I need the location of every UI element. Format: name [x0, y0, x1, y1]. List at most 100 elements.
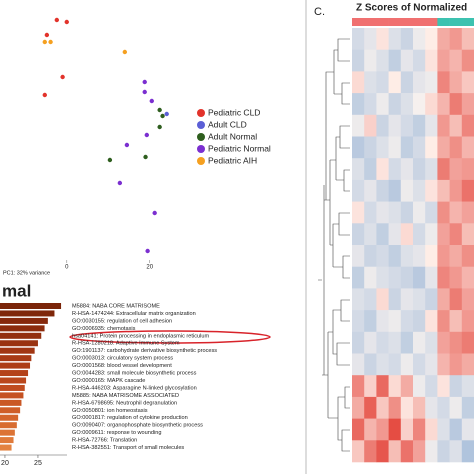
heatmap-cell — [437, 288, 450, 311]
heatmap-cell — [376, 114, 389, 137]
heatmap-cell — [413, 396, 426, 419]
heatmap-cell — [352, 136, 365, 159]
heatmap-cell — [364, 136, 377, 159]
heatmap-cell — [461, 418, 474, 441]
heatmap-cell — [400, 93, 414, 116]
bar-label: GO:0001817: regulation of cytokine produ… — [72, 415, 188, 421]
heatmap-cell — [388, 93, 402, 116]
bar-label: hsa04141: Protein processing in endoplas… — [72, 333, 209, 339]
heatmap-cell — [413, 49, 426, 72]
heatmap-cell — [364, 201, 377, 224]
bar-label: M5885: NABA MATRISOME ASSOCIATED — [72, 393, 179, 399]
heatmap-cell — [376, 418, 389, 441]
point — [157, 124, 162, 130]
heatmap-title: Z Scores of Normalized — [356, 3, 467, 14]
heatmap-cell — [449, 396, 463, 419]
heatmap-cell — [461, 266, 474, 289]
heatmap-cell — [364, 49, 377, 72]
point — [117, 180, 123, 186]
bar — [0, 392, 24, 399]
heatmap-cell — [400, 288, 414, 311]
heatmap-cell — [400, 179, 414, 202]
point — [145, 248, 150, 254]
column-group — [376, 18, 389, 26]
heatmap-cell — [461, 310, 474, 333]
heatmap-cell — [364, 353, 377, 376]
heatmap-cell — [352, 353, 365, 376]
legend-swatch — [197, 121, 205, 129]
heatmap-cell — [352, 440, 365, 463]
heatmap-cell — [400, 71, 414, 94]
heatmap-cell — [461, 331, 474, 354]
heatmap-cell — [376, 136, 389, 159]
heatmap-cell — [388, 158, 402, 181]
heatmap-cell — [461, 353, 474, 376]
bar — [0, 370, 29, 377]
heatmap-cell — [352, 331, 365, 354]
heatmap-cell — [413, 93, 426, 116]
heatmap-cell — [413, 223, 426, 246]
heatmap-cell — [449, 158, 463, 181]
heatmap-cell — [364, 440, 377, 463]
heatmap-cell — [376, 49, 389, 72]
heatmap-cell — [388, 266, 402, 289]
heatmap-cell — [352, 418, 365, 441]
heatmap-cell — [364, 245, 377, 267]
bar-label: GO:0006935: chemotaxis — [72, 326, 136, 332]
heatmap-cell — [400, 114, 414, 137]
column-group — [449, 18, 463, 26]
heatmap-cell — [364, 93, 377, 116]
bar-label: GO:0003013: circulatory system process — [72, 356, 173, 362]
heatmap-cell — [425, 440, 438, 463]
heatmap-cell — [425, 49, 438, 72]
legend-swatch — [197, 133, 205, 141]
bar-label: M5884: NABA CORE MATRISOME — [72, 303, 160, 309]
column-group — [437, 18, 450, 26]
heatmap-cell — [425, 396, 438, 419]
heatmap-cell — [449, 179, 463, 202]
bar-label: GO:0030155: regulation of cell adhesion — [72, 318, 172, 324]
point — [142, 89, 147, 95]
heatmap-cell — [425, 71, 438, 94]
column-group — [388, 18, 402, 26]
heatmap-cell — [352, 396, 365, 419]
heatmap-cell — [352, 49, 365, 72]
point — [144, 132, 150, 138]
bar — [0, 317, 48, 324]
heatmap-cell — [437, 158, 450, 181]
heatmap-cell — [352, 93, 365, 116]
heatmap-cell — [376, 353, 389, 376]
legend-label: Adult CLD — [208, 119, 247, 129]
heatmap-cell — [364, 179, 377, 202]
heatmap-cell — [352, 114, 365, 137]
bar — [0, 414, 19, 421]
point — [48, 39, 53, 45]
heatmap-cell — [388, 28, 402, 50]
heatmap-cell — [352, 288, 365, 311]
legend-swatch — [197, 109, 205, 117]
heatmap-cell — [425, 266, 438, 289]
heatmap-cell — [413, 310, 426, 333]
heatmap-cell — [352, 375, 365, 398]
heatmap-cell — [388, 49, 402, 72]
heatmap-cell — [364, 331, 377, 354]
bar-label: GO:0090407: organophosphate biosynthetic… — [72, 423, 203, 429]
point — [60, 74, 65, 80]
heatmap-cell — [364, 375, 377, 398]
heatmap-cell — [376, 93, 389, 116]
heatmap-cell — [413, 114, 426, 137]
heatmap-cell — [352, 223, 365, 246]
bar — [0, 362, 31, 369]
heatmap-cell — [437, 93, 450, 116]
heatmap-cell — [400, 223, 414, 246]
bar — [0, 303, 62, 309]
heatmap-cell — [388, 440, 402, 463]
heatmap-cell — [449, 71, 463, 94]
heatmap-cell — [400, 375, 414, 398]
bar — [0, 310, 55, 317]
heatmap-cell — [376, 396, 389, 419]
heatmap-cell — [413, 375, 426, 398]
legend-label: Adult Normal — [208, 131, 257, 141]
point — [54, 17, 60, 23]
heatmap-cell — [364, 158, 377, 181]
